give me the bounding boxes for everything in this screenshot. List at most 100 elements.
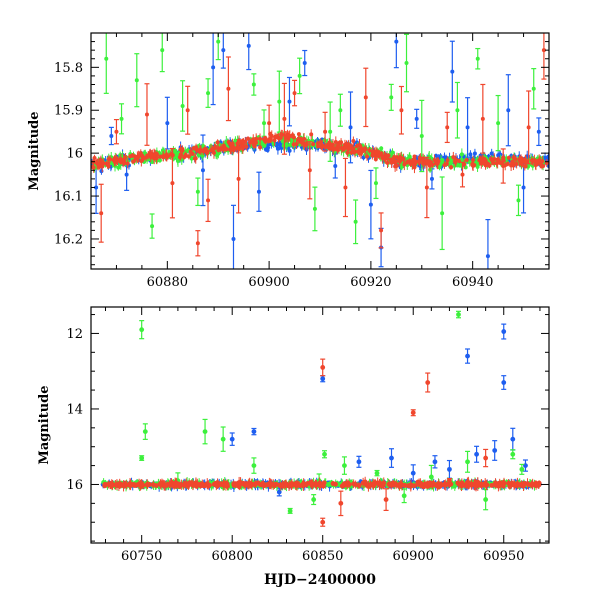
outlier-point — [521, 185, 526, 190]
data-point — [213, 144, 218, 149]
outlier-point — [311, 497, 317, 502]
data-point — [480, 158, 485, 163]
data-point — [346, 146, 351, 151]
outlier-point — [109, 133, 114, 138]
data-point — [445, 158, 450, 163]
outlier-point — [251, 429, 257, 435]
data-point — [100, 164, 105, 169]
data-point — [319, 145, 324, 150]
data-point — [228, 147, 233, 152]
top-x-axis: 60880 60900 60920 60940 — [90, 33, 550, 290]
data-point — [253, 140, 258, 145]
outlier-point — [180, 103, 185, 108]
outlier-point — [226, 86, 231, 91]
outlier-point — [389, 95, 394, 100]
data-point — [349, 150, 354, 155]
data-point — [116, 165, 121, 170]
data-point — [411, 158, 416, 163]
data-point — [262, 138, 267, 143]
data-point — [357, 143, 362, 148]
data-point — [412, 483, 417, 488]
outlier-point — [401, 493, 407, 499]
data-point — [417, 158, 422, 163]
outlier-point — [302, 61, 307, 66]
outlier-point — [536, 129, 541, 134]
y-tick-label: 16.1 — [54, 190, 83, 205]
outlier-point — [374, 470, 380, 476]
data-point — [495, 157, 500, 162]
data-point — [534, 162, 539, 167]
outlier-point — [246, 43, 251, 48]
outlier-point — [342, 463, 347, 468]
outlier-point — [531, 86, 536, 91]
outlier-point — [424, 185, 429, 190]
data-point — [351, 139, 356, 144]
y-tick-label: 16.2 — [54, 232, 83, 247]
outlier-point — [251, 82, 256, 87]
data-point — [288, 142, 293, 147]
data-point — [451, 155, 456, 160]
top-y-axis: 15.8 15.9 16 16.1 16.2 — [54, 32, 549, 266]
series-red — [91, 33, 549, 257]
data-point — [226, 139, 231, 144]
data-point — [196, 149, 201, 154]
data-point — [359, 146, 364, 151]
outlier-point — [206, 91, 211, 96]
outlier-point — [519, 466, 525, 472]
outlier-point — [348, 125, 353, 130]
data-point — [486, 162, 491, 167]
outlier-point — [142, 429, 148, 435]
data-point — [438, 154, 443, 159]
outlier-point — [465, 125, 470, 130]
data-point — [397, 156, 402, 161]
data-point — [277, 143, 282, 148]
data-point — [221, 143, 226, 148]
data-point — [497, 482, 503, 488]
data-point — [462, 162, 467, 167]
top-y-axis-label: Magnitude — [27, 111, 42, 190]
outlier-point — [297, 73, 302, 78]
outlier-point — [200, 168, 205, 173]
data-point — [430, 162, 435, 167]
outlier-point — [221, 48, 226, 53]
outlier-point — [410, 470, 416, 476]
data-point — [517, 158, 522, 163]
outlier-point — [510, 451, 516, 457]
outlier-point — [440, 211, 445, 216]
data-point — [506, 155, 511, 160]
outlier-point — [379, 228, 384, 233]
data-point — [377, 152, 382, 157]
data-point — [271, 142, 276, 147]
data-point — [180, 147, 185, 152]
outlier-point — [99, 211, 104, 216]
outlier-point — [256, 189, 261, 194]
data-point — [390, 150, 395, 155]
outlier-point — [320, 376, 326, 382]
outlier-point — [328, 129, 333, 134]
data-point — [511, 155, 516, 160]
outlier-point — [419, 133, 424, 138]
x-tick-label: 60920 — [350, 275, 391, 290]
data-point — [265, 148, 270, 153]
outlier-point — [363, 95, 368, 100]
data-point — [157, 158, 162, 163]
y-tick-label: 16 — [66, 147, 83, 162]
data-point — [327, 140, 332, 145]
data-point — [316, 144, 321, 149]
data-point — [493, 482, 499, 488]
outlier-point — [114, 129, 119, 134]
outlier-point — [211, 65, 216, 70]
data-point — [186, 154, 191, 159]
outlier-point — [429, 176, 434, 181]
outlier-point — [139, 327, 145, 333]
y-tick-label: 15.9 — [54, 104, 83, 119]
outlier-point — [134, 78, 139, 83]
data-point — [153, 153, 158, 158]
outlier-point — [282, 116, 287, 121]
data-point — [304, 142, 309, 147]
outlier-point — [150, 224, 155, 229]
outlier-point — [343, 185, 348, 190]
data-point — [491, 161, 496, 166]
data-point — [539, 164, 544, 169]
outlier-point — [195, 241, 200, 246]
